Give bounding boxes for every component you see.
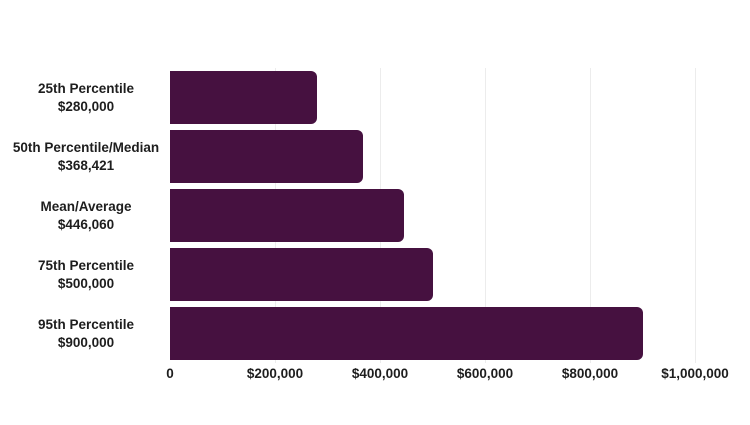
- x-tick-label: $400,000: [351, 366, 409, 381]
- x-tick-label: $800,000: [561, 366, 619, 381]
- gridline: [695, 68, 696, 363]
- bar: [170, 71, 317, 124]
- bar-row: [170, 127, 695, 186]
- value-label: $500,000: [57, 275, 115, 291]
- category-label-row: 50th Percentile/Median $368,421: [0, 127, 172, 186]
- category-label-row: 95th Percentile $900,000: [0, 304, 172, 363]
- category-label-column: 25th Percentile $280,000 50th Percentile…: [0, 68, 172, 363]
- bar-row: [170, 68, 695, 127]
- bar-row: [170, 245, 695, 304]
- x-tick-label: 0: [166, 366, 174, 381]
- category-label-row: 75th Percentile $500,000: [0, 245, 172, 304]
- x-tick-label: $1,000,000: [661, 366, 729, 381]
- category-label-row: 25th Percentile $280,000: [0, 68, 172, 127]
- bars-container: [170, 68, 695, 363]
- category-label: 75th Percentile: [37, 257, 135, 273]
- category-label: 25th Percentile: [37, 80, 135, 96]
- x-tick-label: $200,000: [246, 366, 304, 381]
- value-label: $900,000: [57, 334, 115, 350]
- x-axis: 0 $200,000 $400,000 $600,000 $800,000 $1,000,…: [166, 366, 729, 390]
- bar: [170, 307, 643, 360]
- bar-row: [170, 304, 695, 363]
- value-label: $446,060: [57, 216, 115, 232]
- category-label: 95th Percentile: [37, 316, 135, 332]
- plot-area: [170, 68, 696, 363]
- x-tick-label: $600,000: [456, 366, 514, 381]
- category-label-row: Mean/Average $446,060: [0, 186, 172, 245]
- bar: [170, 248, 433, 301]
- bar: [170, 189, 405, 242]
- bar: [170, 130, 364, 183]
- value-label: $280,000: [57, 98, 115, 114]
- value-label: $368,421: [57, 157, 115, 173]
- bar-row: [170, 186, 695, 245]
- category-label: 50th Percentile/Median: [12, 139, 160, 155]
- gridline: [485, 68, 486, 363]
- gridline: [590, 68, 591, 363]
- category-label: Mean/Average: [40, 198, 132, 214]
